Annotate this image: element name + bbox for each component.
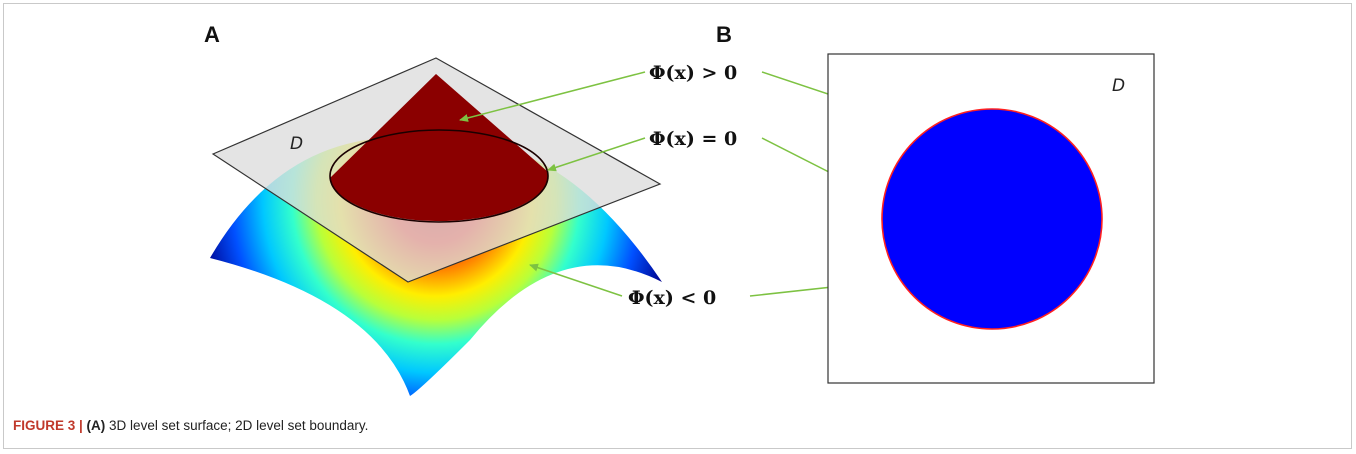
panel-a-letter: A — [204, 22, 220, 47]
phi-zero-label: Φ(x) = 0 — [649, 128, 737, 150]
region-labels: Φ(x) > 0 Φ(x) = 0 Φ(x) < 0 — [628, 62, 737, 309]
zero-level-contour — [329, 129, 549, 223]
caption-text: 3D level set surface; 2D level set bound… — [105, 418, 369, 433]
caption-panel-ref: (A) — [86, 418, 106, 433]
level-set-region — [881, 108, 1103, 330]
domain-label-a: D — [290, 134, 303, 154]
domain-label-b: D — [1112, 76, 1125, 96]
arrow-positive-3d — [459, 71, 646, 122]
phi-positive-label: Φ(x) > 0 — [649, 62, 737, 84]
panel-b: B D — [716, 22, 1155, 384]
arrow-zero-3d — [547, 137, 646, 172]
caption-label: FIGURE 3 | — [13, 418, 87, 433]
panel-a: A D — [204, 22, 662, 396]
arrow-negative-3d — [529, 263, 623, 297]
panel-b-letter: B — [716, 22, 732, 47]
level-set-peak-top — [330, 74, 549, 222]
figure-caption: FIGURE 3 | (A) 3D level set surface; 2D … — [13, 418, 368, 433]
phi-negative-label: Φ(x) < 0 — [628, 287, 716, 309]
